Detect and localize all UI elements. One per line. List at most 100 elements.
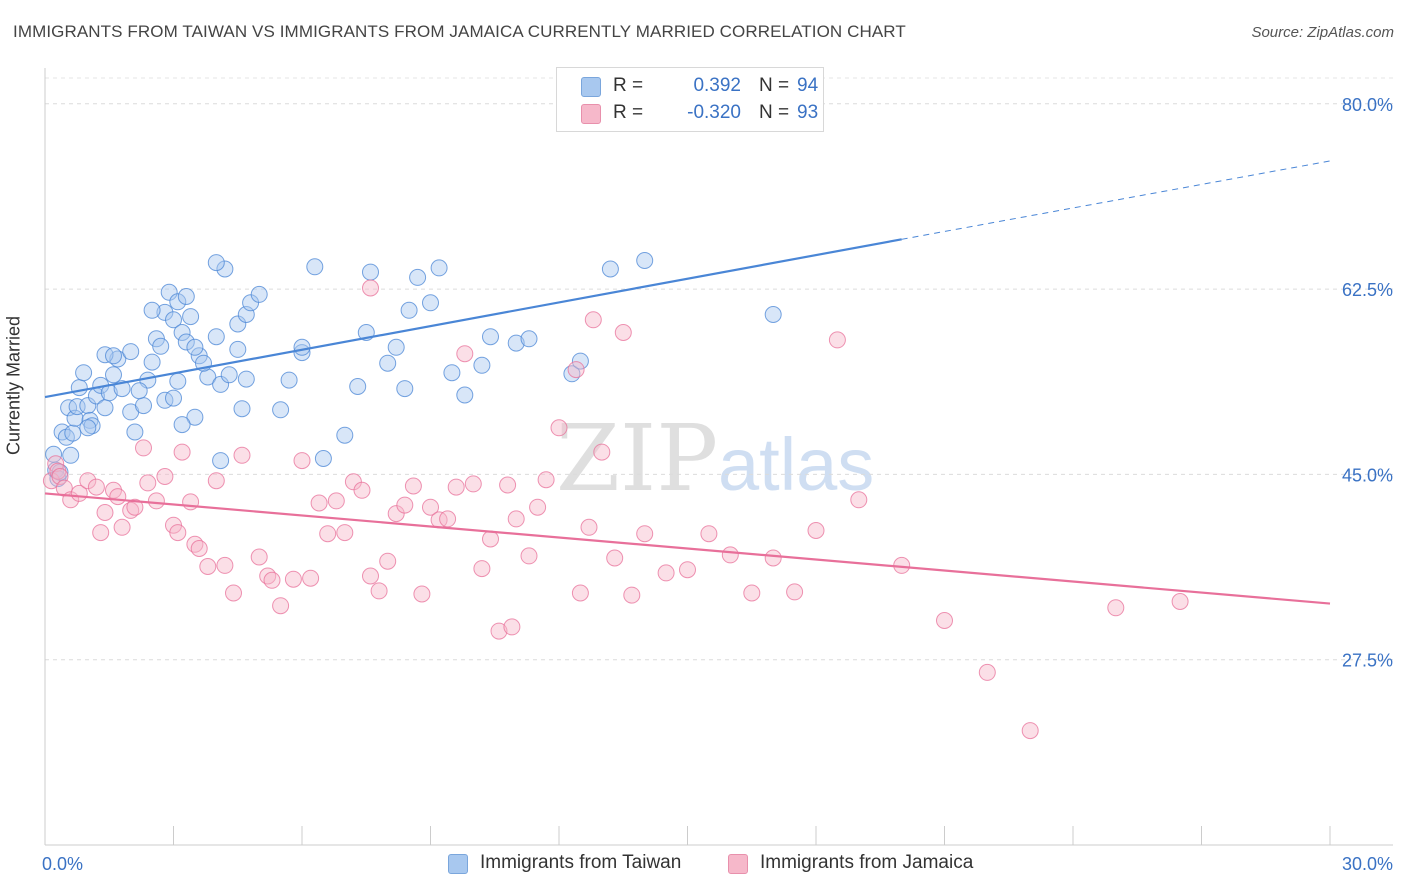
- jamaica-point: [529, 498, 547, 516]
- taiwan-point: [105, 366, 122, 384]
- taiwan-point: [207, 254, 225, 272]
- taiwan-point: [400, 301, 418, 319]
- taiwan-point: [349, 378, 367, 395]
- bottom-legend-swatch-taiwan: [448, 854, 468, 874]
- legend-n-label: N =: [759, 102, 790, 123]
- jamaica-point: [606, 549, 624, 567]
- taiwan-point: [169, 293, 187, 311]
- watermark-zip: ZIP: [556, 405, 718, 512]
- legend-n-label: N =: [759, 75, 790, 96]
- data-points: [42, 252, 1189, 740]
- taiwan-point: [75, 364, 93, 382]
- jamaica-point: [96, 504, 114, 521]
- taiwan-point: [212, 452, 230, 470]
- x-tick-label: 30.0%: [1342, 854, 1393, 874]
- jamaica-point: [147, 492, 165, 510]
- jamaica-point: [623, 586, 641, 604]
- taiwan-point: [212, 375, 230, 393]
- tick-labels: 27.5% 45.0% 62.5% 80.0% 0.0% 30.0%: [42, 95, 1393, 874]
- jamaica-point: [396, 496, 414, 514]
- taiwan-point: [601, 260, 619, 278]
- legend-r-value: 0.392: [693, 75, 741, 96]
- jamaica-point: [156, 468, 174, 485]
- jamaica-point: [978, 663, 996, 681]
- taiwan-point: [293, 338, 311, 356]
- jamaica-point: [353, 481, 371, 499]
- jamaica-point: [1107, 599, 1125, 617]
- jamaica-point: [387, 505, 405, 523]
- jamaica-point: [109, 488, 127, 506]
- taiwan-point: [280, 371, 298, 389]
- jamaica-trend-line: [44, 492, 1331, 605]
- jamaica-point: [199, 558, 217, 575]
- taiwan-point: [49, 470, 67, 488]
- taiwan-point: [96, 346, 114, 364]
- taiwan-point: [362, 263, 379, 281]
- jamaica-point: [87, 478, 105, 496]
- taiwan-point: [764, 306, 782, 323]
- taiwan-point: [250, 285, 268, 303]
- jamaica-point: [636, 525, 654, 543]
- jamaica-point: [1171, 593, 1189, 610]
- jamaica-point: [302, 569, 320, 587]
- legend-swatch-taiwan: [581, 77, 601, 97]
- taiwan-point: [160, 283, 178, 301]
- jamaica-point: [456, 345, 474, 363]
- jamaica-point: [216, 556, 234, 574]
- jamaica-point: [499, 476, 517, 494]
- taiwan-point: [220, 366, 238, 384]
- legend-r-value: -0.320: [687, 102, 741, 123]
- taiwan-point: [379, 354, 397, 372]
- taiwan-point: [126, 423, 144, 441]
- jamaica-point: [503, 618, 521, 636]
- jamaica-point: [700, 525, 718, 543]
- bottom-legend-label-jamaica: Immigrants from Jamaica: [760, 852, 974, 873]
- jamaica-point: [190, 540, 208, 557]
- jamaica-point: [482, 530, 499, 548]
- taiwan-point: [237, 370, 255, 388]
- jamaica-point: [593, 443, 611, 461]
- y-tick-label: 27.5%: [1342, 651, 1393, 671]
- jamaica-point: [173, 443, 191, 461]
- taiwan-point: [135, 397, 152, 415]
- taiwan-point: [173, 416, 191, 434]
- legend-n-value: 93: [797, 102, 819, 123]
- taiwan-point: [387, 338, 405, 356]
- jamaica-point: [225, 584, 242, 602]
- jamaica-point: [1021, 722, 1039, 740]
- jamaica-point: [490, 622, 508, 640]
- taiwan-point: [122, 343, 140, 361]
- bottom-legend-label-taiwan: Immigrants from Taiwan: [480, 852, 682, 873]
- y-tick-label: 62.5%: [1342, 280, 1393, 300]
- jamaica-point: [507, 510, 525, 528]
- taiwan-point: [636, 252, 654, 269]
- legend-n-value: 94: [797, 75, 819, 96]
- taiwan-point: [143, 353, 161, 371]
- jamaica-point: [764, 549, 782, 567]
- jamaica-point: [42, 472, 60, 490]
- taiwan-point: [216, 260, 234, 278]
- taiwan-point: [177, 333, 195, 351]
- jamaica-point: [657, 564, 675, 582]
- taiwan-point: [229, 340, 247, 358]
- taiwan-point: [473, 356, 491, 374]
- jamaica-point: [439, 510, 457, 528]
- taiwan-trend-extension: [901, 160, 1331, 240]
- taiwan-point: [186, 408, 204, 426]
- taiwan-trend-line: [44, 238, 902, 399]
- taiwan-point: [207, 328, 225, 346]
- source-label: Source: ZipAtlas.com: [1251, 24, 1394, 41]
- taiwan-point: [272, 401, 290, 419]
- jamaica-point: [447, 478, 465, 496]
- watermark-atlas: atlas: [718, 423, 874, 506]
- jamaica-point: [319, 525, 337, 543]
- jamaica-point: [336, 524, 354, 542]
- taiwan-point: [62, 446, 80, 464]
- taiwan-point: [422, 294, 439, 312]
- jamaica-point: [679, 561, 696, 579]
- jamaica-point: [113, 518, 131, 536]
- chart-title: IMMIGRANTS FROM TAIWAN VS IMMIGRANTS FRO…: [13, 22, 906, 41]
- jamaica-point: [807, 522, 825, 539]
- jamaica-point: [284, 570, 302, 588]
